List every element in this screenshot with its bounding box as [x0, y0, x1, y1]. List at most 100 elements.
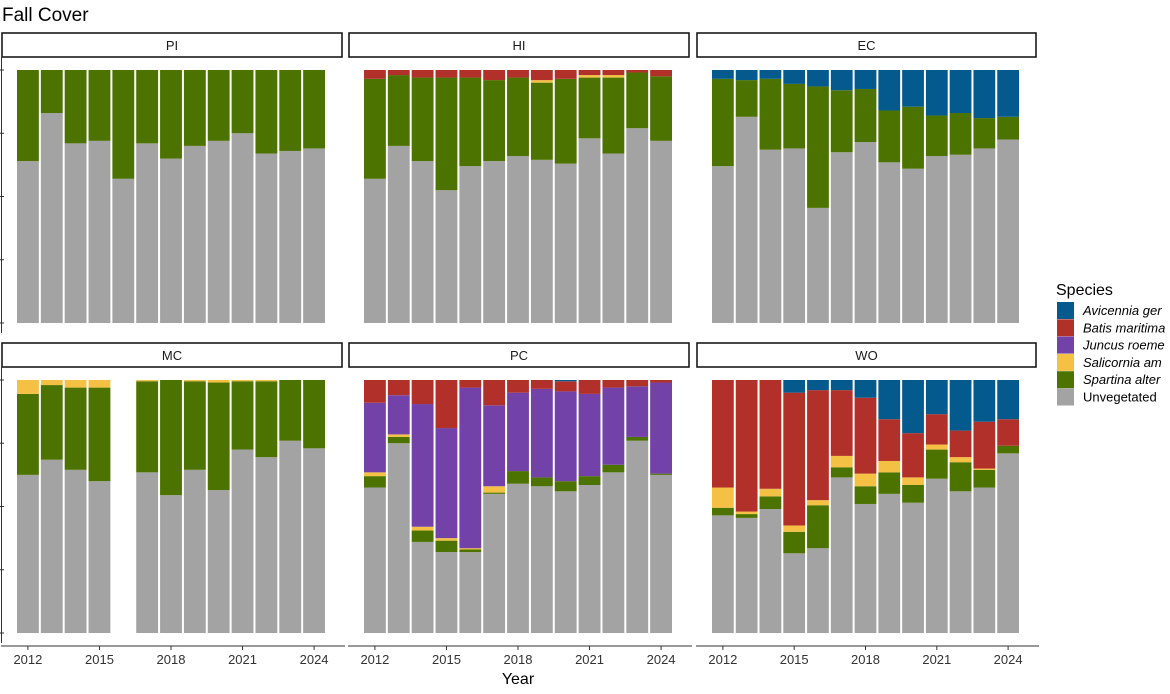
panel-pi: PI: [0, 32, 343, 333]
bar-segment-salicornia: [759, 488, 782, 497]
bar-segment-unveg: [807, 207, 829, 323]
bar-segment-salicornia: [17, 380, 39, 394]
bar-segment-unveg: [735, 517, 758, 633]
bar-segment-spartina: [997, 116, 1019, 140]
facet-strip: [348, 32, 690, 58]
bar-mc-2020: [207, 380, 230, 633]
bar-segment-spartina: [387, 436, 410, 444]
legend-swatch: [1057, 319, 1074, 337]
bar-segment-batis: [997, 419, 1019, 446]
bar-segment-spartina: [554, 481, 577, 492]
bar-segment-salicornia: [530, 80, 553, 83]
bar-segment-avicennia: [973, 380, 996, 422]
bar-segment-avicennia: [902, 380, 924, 434]
bar-segment-unveg: [925, 478, 948, 633]
bar-wo-2022: [949, 380, 972, 633]
bar-segment-unveg: [64, 143, 87, 323]
bar-segment-unveg: [483, 161, 506, 323]
bar-hi-2015: [435, 70, 458, 323]
bar-segment-juncus: [483, 405, 506, 487]
bar-segment-spartina: [830, 90, 853, 153]
bar-segment-spartina: [160, 380, 182, 496]
bar-pi-2018: [160, 70, 182, 323]
bar-segment-unveg: [854, 142, 877, 323]
x-tick-label: 2012: [360, 652, 389, 667]
x-axis-title: Year: [502, 671, 535, 688]
bar-segment-unveg: [303, 448, 325, 633]
facet-strip: [696, 32, 1037, 58]
bar-hi-2016: [459, 70, 482, 323]
bar-segment-spartina: [783, 83, 806, 149]
bar-ec-2016: [807, 70, 829, 323]
bar-segment-spartina: [160, 70, 182, 159]
bar-hi-2014: [411, 70, 434, 323]
bar-segment-spartina: [459, 549, 482, 553]
bar-segment-salicornia: [735, 511, 758, 515]
bar-segment-unveg: [735, 116, 758, 324]
facet-strip: [1, 32, 343, 58]
bar-segment-unveg: [279, 440, 302, 633]
bar-segment-unveg: [136, 143, 159, 323]
bar-segment-batis: [735, 380, 758, 512]
bar-segment-unveg: [231, 133, 254, 323]
x-tick-label: 2024: [994, 652, 1023, 667]
legend-item-avicennia: Avicennia ger: [1057, 302, 1162, 319]
bar-segment-salicornia: [411, 526, 434, 531]
x-tick-label: 2012: [708, 652, 737, 667]
bar-segment-unveg: [602, 472, 625, 633]
bar-segment-unveg: [712, 166, 734, 323]
bar-segment-unveg: [783, 553, 806, 633]
bar-segment-spartina: [279, 380, 302, 441]
legend: Species Avicennia ger Batis maritima Juncu…: [1056, 282, 1165, 406]
bar-segment-avicennia: [830, 380, 853, 391]
bar-segment-spartina: [997, 445, 1019, 454]
bar-segment-spartina: [255, 381, 278, 458]
bar-segment-juncus: [578, 393, 601, 477]
bar-segment-unveg: [40, 459, 63, 633]
bar-segment-spartina: [650, 473, 672, 475]
bar-ec-2015: [783, 70, 806, 323]
bar-segment-batis: [507, 380, 529, 393]
facet-strip-label: WO: [855, 348, 877, 363]
bar-segment-batis: [602, 70, 625, 76]
bar-segment-unveg: [949, 154, 972, 323]
bar-segment-unveg: [136, 472, 159, 633]
bar-wo-2021: [925, 380, 948, 633]
bar-pi-2020: [207, 70, 230, 323]
legend-swatch: [1057, 388, 1074, 406]
bar-segment-salicornia: [830, 455, 853, 468]
bar-segment-spartina: [949, 113, 972, 155]
bar-segment-spartina: [303, 380, 325, 449]
bar-segment-salicornia: [364, 472, 386, 477]
bar-segment-spartina: [712, 78, 734, 167]
facet-strip: [1, 342, 343, 368]
bar-pc-2019: [530, 380, 553, 633]
bar-segment-spartina: [530, 82, 553, 160]
bar-segment-batis: [459, 70, 482, 78]
bar-segment-avicennia: [997, 70, 1019, 117]
bar-segment-salicornia: [207, 380, 230, 383]
bar-segment-spartina: [411, 530, 434, 542]
bar-segment-batis: [554, 70, 577, 79]
facet-strip-label: PI: [166, 38, 178, 53]
bar-segment-salicornia: [231, 380, 254, 382]
bar-segment-juncus: [507, 392, 529, 472]
bar-segment-unveg: [364, 487, 386, 633]
bar-wo-2018: [854, 380, 877, 633]
bar-segment-unveg: [183, 469, 206, 633]
bar-segment-spartina: [902, 484, 924, 503]
bar-segment-unveg: [997, 453, 1019, 633]
bar-segment-avicennia: [902, 70, 924, 107]
bar-segment-spartina: [783, 531, 806, 554]
bar-segment-unveg: [183, 145, 206, 323]
legend-item-salicornia: Salicornia am: [1057, 353, 1162, 371]
bar-segment-spartina: [136, 381, 159, 473]
bar-segment-avicennia: [554, 380, 577, 382]
bar-segment-avicennia: [878, 70, 901, 111]
bar-segment-spartina: [807, 86, 829, 208]
bar-segment-batis: [530, 70, 553, 81]
x-tick-label: 2021: [228, 652, 257, 667]
bar-segment-unveg: [878, 493, 901, 633]
bar-segment-salicornia: [602, 75, 625, 78]
legend-label: Spartina alter: [1083, 372, 1161, 387]
